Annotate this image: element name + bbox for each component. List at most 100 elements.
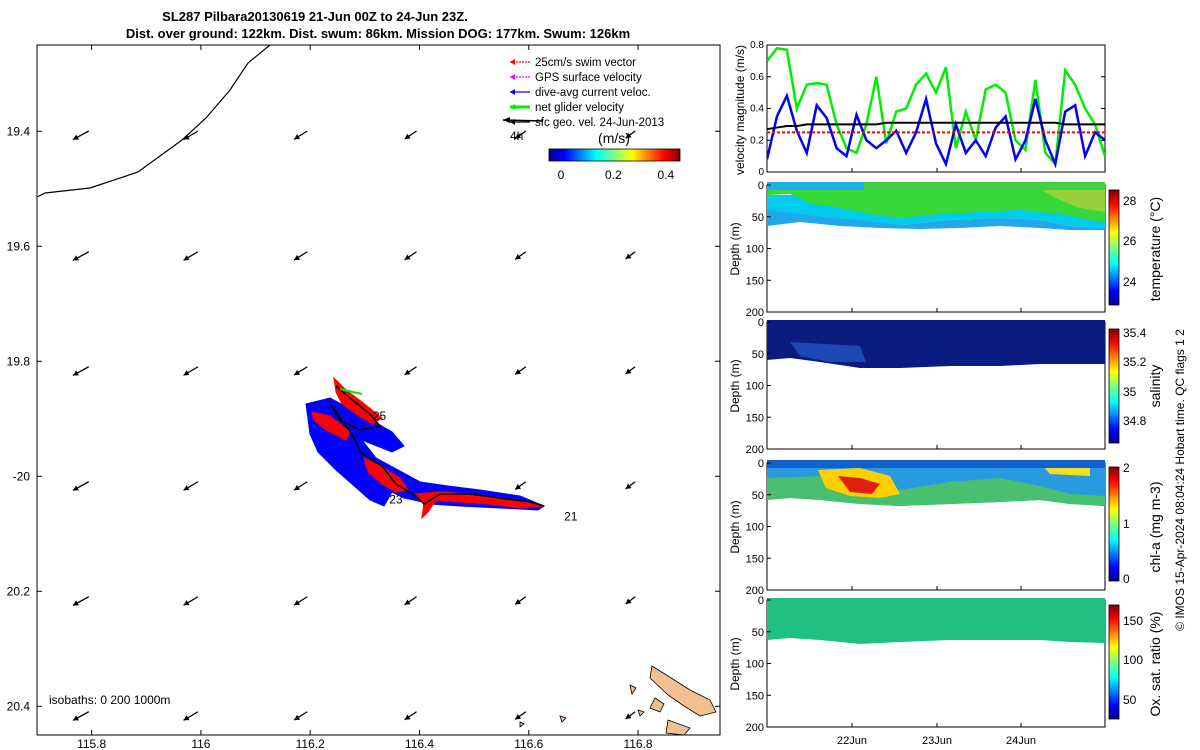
geo-vector-head [72, 715, 79, 721]
velocity-series-line [767, 121, 1105, 131]
map-ytick-label: 20.2 [7, 584, 31, 598]
section-axis-annotations: 0 50 100 150 200 Depth (m) 50 100 150 Ox. sat. ra… [728, 595, 1163, 734]
section-axis-annotations: 0 50 100 150 200 Depth (m) 24 26 28 temperature (… [728, 180, 1163, 319]
depth-tick-label: 0 [758, 458, 764, 470]
glider-track [305, 376, 546, 520]
depth-tick-label: 150 [746, 275, 764, 287]
chla-colorbar [1108, 466, 1120, 582]
velocity-panel: 0 0.2 0.4 0.6 0.8 velocity magnitude (m/s) [733, 40, 1106, 178]
colorbar-tick-label: 0 [1123, 572, 1130, 586]
geo-vector-head [625, 713, 632, 720]
velocity-series-line [767, 46, 1105, 167]
map-xtick-label: 115.8 [77, 737, 106, 750]
colorbar-label: temperature (°C) [1147, 197, 1163, 301]
map-ytick-label: 20.4 [7, 699, 31, 713]
geo-vector-head [294, 134, 301, 140]
chla-green-layer [767, 476, 1105, 506]
colorbar-tick-label: 34.8 [1123, 414, 1147, 428]
depth-axis-label: Depth (m) [728, 359, 742, 412]
geo-vector-head [515, 484, 522, 490]
map-xtick-label: 116.8 [623, 737, 652, 750]
geo-vector-head [183, 715, 190, 721]
map-ytick-label: 19.6 [7, 239, 31, 253]
depth-tick-label: 200 [746, 722, 764, 734]
surface-geostrophic-vectors [72, 130, 636, 721]
geo-vector-head [625, 253, 632, 260]
geo-vector-head [625, 132, 632, 139]
geo-vector-head [625, 483, 632, 490]
colorbar-tick-label: 1 [1123, 517, 1130, 531]
velocity-ytick-label: 0.2 [750, 135, 764, 146]
geo-vector-head [404, 133, 411, 140]
legend-entry: net glider velocity [510, 102, 624, 114]
geo-vector-head [183, 255, 190, 261]
track-day-label: 25 [373, 409, 387, 423]
legend-label: dive-avg current veloc. [535, 87, 651, 99]
reference-arrow-label: 4h [510, 129, 523, 143]
velocity-ytick-label: 0.6 [750, 72, 764, 83]
velocity-ytick-label: 0 [758, 167, 764, 178]
colorbar-tick-label: 2 [1123, 461, 1130, 475]
chla-section [766, 460, 1120, 591]
salinity-section [766, 320, 1120, 450]
depth-tick-label: 50 [752, 490, 764, 502]
map-legend: 25cm/s swim vector GPS surface velocity di… [510, 57, 664, 129]
depth-tick-label: 200 [746, 585, 764, 597]
oxygen-surface-dots [767, 598, 1105, 608]
velocity-ytick-label: 0.4 [750, 104, 764, 115]
geo-vector-head [294, 369, 301, 376]
depth-tick-label: 0 [758, 317, 764, 329]
reference-arrow [502, 117, 544, 123]
geo-vector-head [515, 254, 522, 260]
geo-vector-head [183, 485, 190, 491]
temperature-warm-layer [767, 185, 1105, 222]
depth-tick-label: 50 [752, 627, 764, 639]
colorbar-tick-label: 150 [1123, 614, 1143, 628]
track-day-label: 21 [564, 510, 578, 524]
map-colorbar-ticks: 0 0.2 0.4 [558, 168, 675, 182]
geo-vector-head [72, 370, 79, 376]
map-xtick-label: 116.6 [514, 737, 543, 750]
geo-vector-head [515, 714, 522, 720]
colorbar-tick-label: 100 [1123, 653, 1143, 667]
map-xtick-label: 116.4 [405, 737, 434, 750]
legend-swatch-head [510, 104, 515, 110]
depth-tick-label: 150 [746, 412, 764, 424]
velocity-y-ticks: 0 0.2 0.4 0.6 0.8 [750, 40, 1105, 178]
geo-vector-head [294, 599, 301, 606]
map-ytick-label: 19.8 [7, 354, 31, 368]
depth-axis-label: Depth (m) [728, 222, 742, 275]
legend-label: 25cm/s swim vector [535, 57, 636, 69]
geo-vector-head [183, 134, 190, 140]
time-axis-ticks: 22Jun 23Jun 24Jun [837, 168, 1036, 747]
colorbar-label: Ox. sat. ratio (%) [1147, 611, 1163, 716]
legend-entry: 25cm/s swim vector [510, 57, 636, 69]
geo-vector-head [72, 134, 79, 140]
depth-tick-label: 100 [746, 522, 764, 534]
colorbar-tick-label: 24 [1123, 275, 1137, 289]
velocity-ytick-label: 0.8 [750, 40, 764, 51]
geo-vector-head [72, 600, 79, 606]
track-labels: 25 23 21 [373, 409, 578, 524]
oxygen-colorbar [1108, 604, 1120, 720]
legend-label: net glider velocity [535, 102, 624, 114]
chla-surface-dots [767, 460, 1105, 468]
depth-tick-label: 0 [758, 180, 764, 192]
map-colorbar-tick: 0.4 [657, 168, 674, 182]
temperature-colorbar [1108, 189, 1120, 306]
depth-tick-label: 100 [746, 659, 764, 671]
isobath-note: isobaths: 0 200 1000m [49, 693, 170, 707]
geo-vector-head [183, 600, 190, 606]
colorbar-label: salinity [1147, 365, 1163, 408]
temperature-cool-bottom [767, 210, 1105, 230]
map-colorbar-tick: 0.2 [605, 168, 622, 182]
geo-vector-head [515, 133, 522, 139]
geo-vector-head [515, 599, 522, 605]
temperature-warmest-patch [1040, 185, 1105, 212]
map-x-ticks: 115.8 116 116.2 116.4 116.6 116.8 [77, 45, 653, 750]
islands [519, 665, 717, 735]
legend-swatch-head [510, 89, 515, 95]
depth-tick-label: 150 [746, 690, 764, 702]
